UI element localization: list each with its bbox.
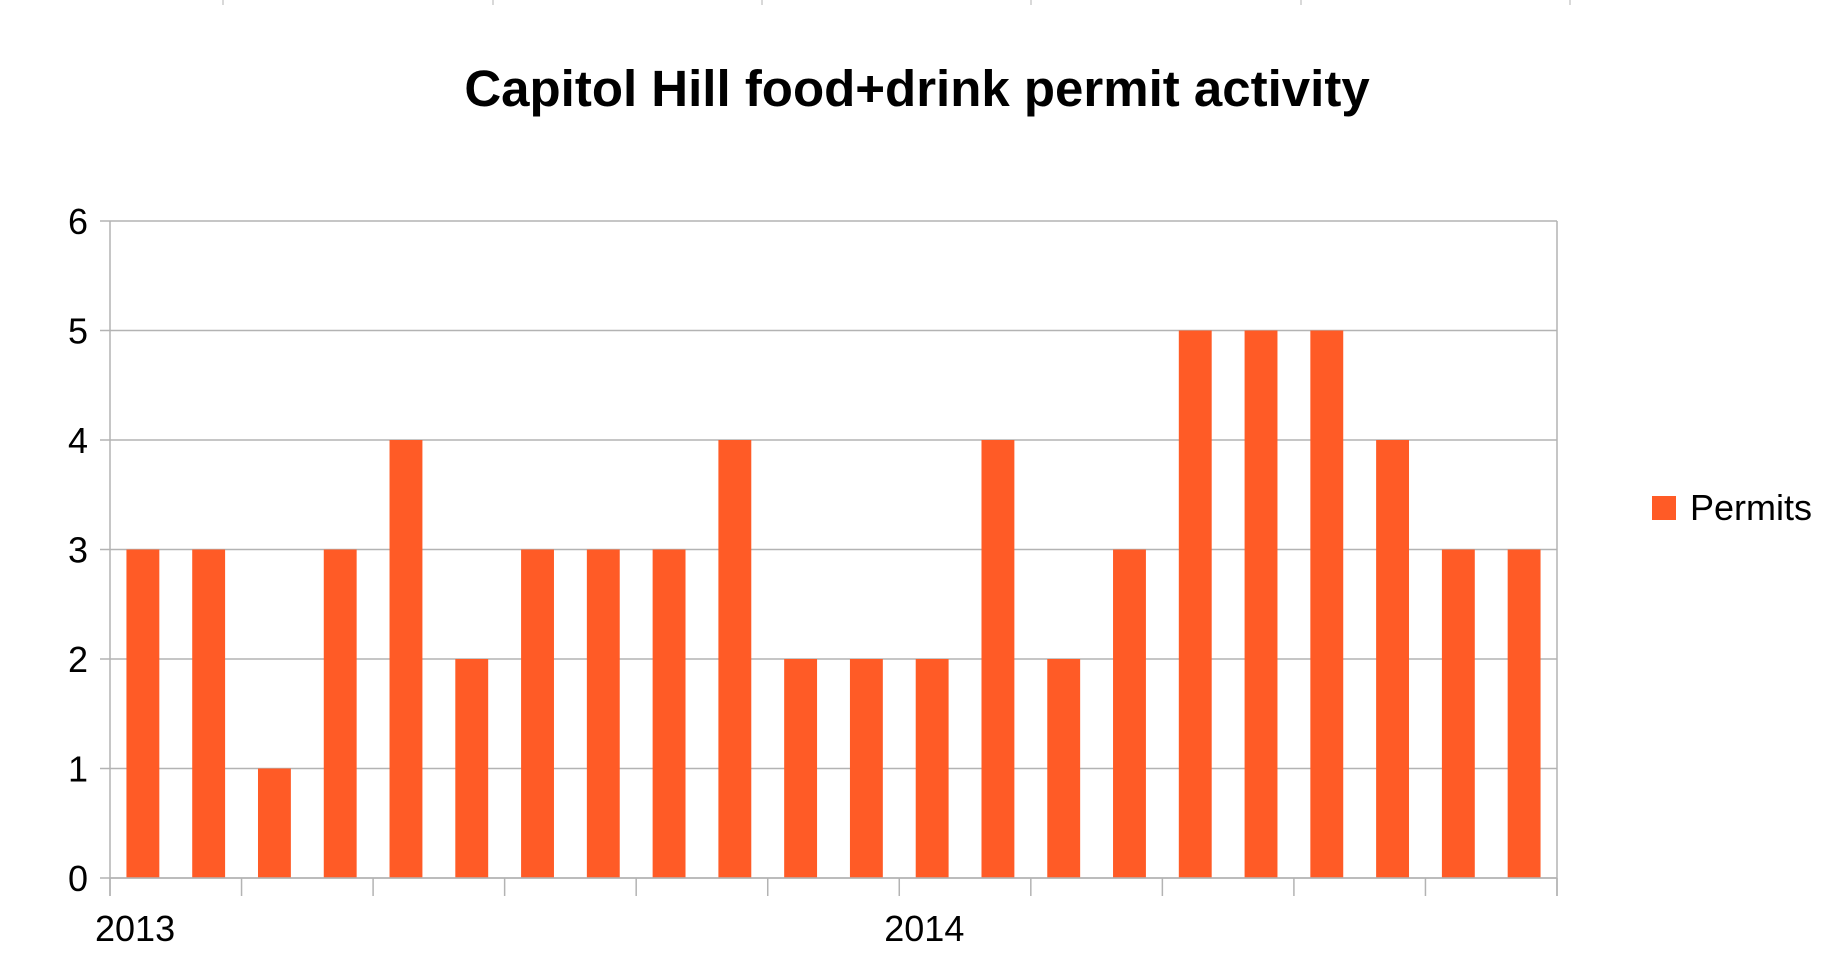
x-tick-label-2014: 2014	[884, 908, 964, 949]
axes	[100, 220, 1558, 896]
y-tick-label-5: 5	[68, 311, 88, 352]
bar-20	[1441, 549, 1475, 878]
legend-label: Permits	[1690, 487, 1812, 528]
bar-10	[784, 659, 818, 878]
bar-12	[915, 659, 949, 878]
bar-13	[981, 440, 1015, 878]
bar-7	[586, 549, 620, 878]
bar-8	[652, 549, 686, 878]
bar-17	[1244, 330, 1278, 878]
bar-9	[718, 440, 752, 878]
y-tick-label-3: 3	[68, 530, 88, 571]
bar-21	[1507, 549, 1541, 878]
bar-18	[1310, 330, 1344, 878]
bar-19	[1376, 440, 1410, 878]
top-frame-ticks	[222, 0, 1571, 5]
legend-swatch	[1652, 496, 1676, 520]
bar-0	[126, 549, 160, 878]
bar-2	[257, 768, 291, 878]
y-tick-label-0: 0	[68, 858, 88, 899]
bar-1	[192, 549, 226, 878]
bar-3	[323, 549, 357, 878]
y-tick-label-6: 6	[68, 201, 88, 242]
bar-15	[1113, 549, 1146, 878]
bar-11	[849, 659, 883, 878]
chart-title: Capitol Hill food+drink permit activity	[464, 60, 1370, 117]
plot-area: 0 1 2 3 4 5 6 2013 2014	[68, 201, 1558, 949]
y-tick-label-4: 4	[68, 420, 88, 461]
legend: Permits	[1652, 487, 1812, 528]
bar-6	[521, 549, 554, 878]
bar-5	[455, 659, 489, 878]
y-tick-labels: 0 1 2 3 4 5 6	[68, 201, 88, 899]
bar-4	[389, 440, 423, 878]
y-tick-label-2: 2	[68, 639, 88, 680]
x-tick-labels: 2013 2014	[95, 908, 964, 949]
bar-14	[1047, 659, 1081, 878]
y-tick-label-1: 1	[68, 749, 88, 790]
x-tick-label-2013: 2013	[95, 908, 175, 949]
bar-16	[1178, 330, 1212, 878]
bars	[126, 330, 1541, 878]
